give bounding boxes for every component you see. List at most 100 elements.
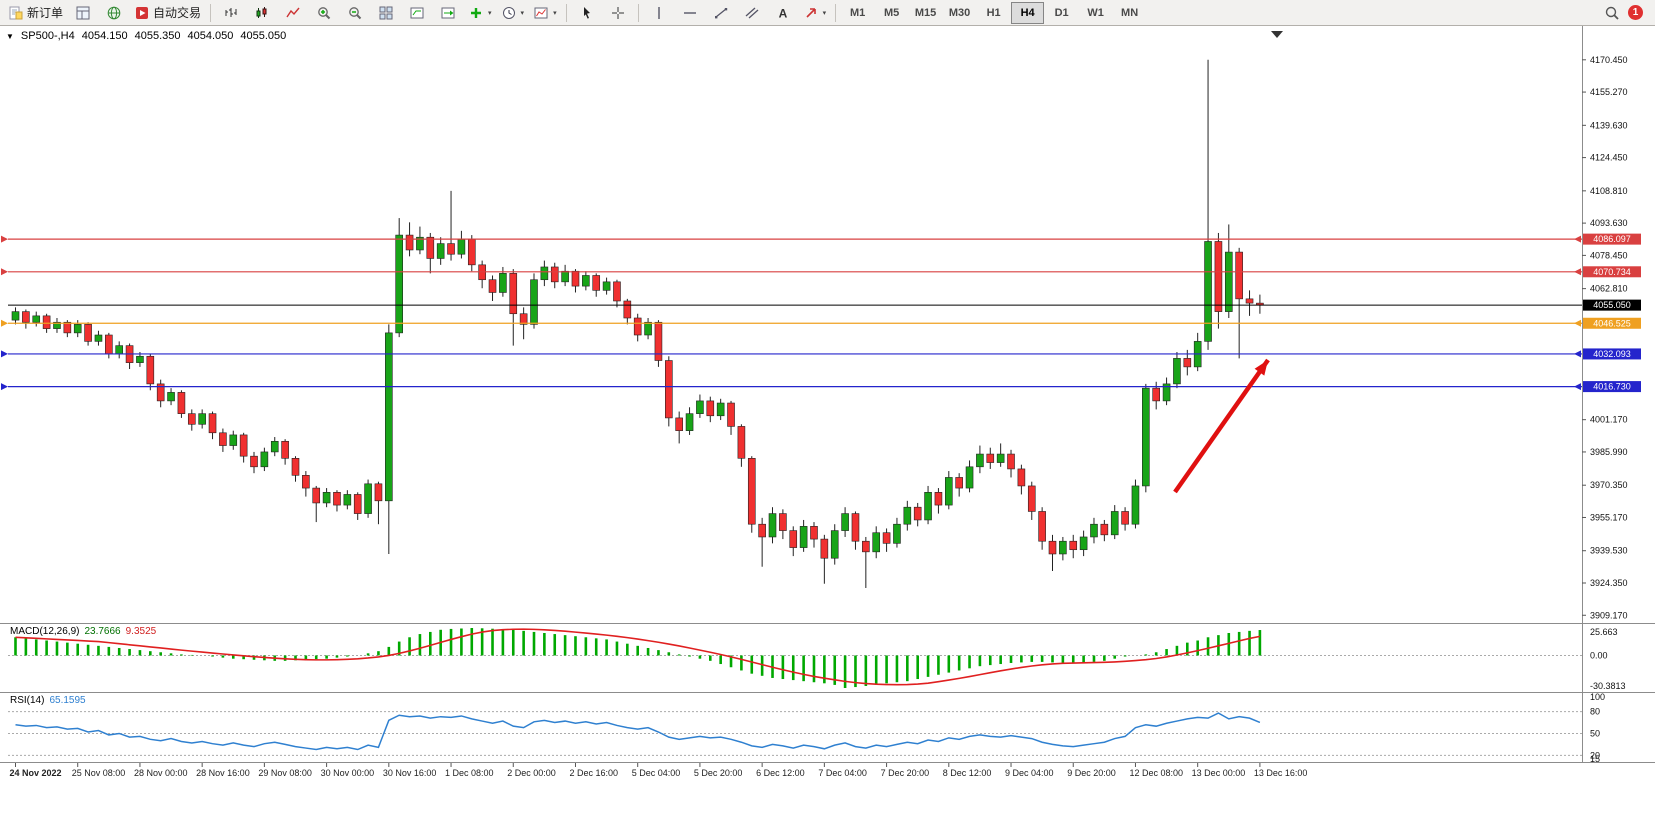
grid-panels-icon — [76, 6, 90, 19]
text-tool-button[interactable]: A — [768, 1, 798, 25]
main-chart[interactable]: 4170.450 4155.270 4139.630 4124.450 4108.810… — [0, 26, 1655, 827]
candle — [944, 471, 953, 510]
candle — [416, 226, 424, 255]
line-chart-icon — [286, 7, 300, 17]
add-indicator-button[interactable]: ▾ — [464, 1, 496, 25]
candle — [436, 237, 445, 265]
cursor-tool-button[interactable] — [572, 1, 602, 25]
candle — [530, 273, 538, 329]
svg-text:1 Dec 08:00: 1 Dec 08:00 — [445, 768, 494, 778]
horizontal-line-tool-button[interactable] — [675, 1, 705, 25]
svg-text:20: 20 — [1590, 750, 1600, 760]
svg-text:4062.810: 4062.810 — [1590, 284, 1628, 294]
zoom-out-button[interactable] — [340, 1, 370, 25]
low-value: 4054.050 — [187, 30, 234, 42]
new-order-button[interactable]: 新订单 — [4, 1, 67, 25]
candle — [198, 409, 206, 429]
arrows-tool-button[interactable]: ▾ — [799, 1, 831, 25]
time-axis[interactable]: 24 Nov 2022 25 Nov 08:00 28 Nov 00:00 28 No… — [10, 763, 1308, 778]
template-chart-icon — [534, 7, 548, 18]
candle — [623, 298, 632, 325]
vertical-line-tool-button[interactable] — [644, 1, 674, 25]
candle — [633, 313, 642, 342]
svg-text:9 Dec 04:00: 9 Dec 04:00 — [1005, 768, 1054, 778]
close-value: 4055.050 — [240, 30, 287, 42]
arrow-tool-icon — [806, 7, 816, 18]
candle — [187, 409, 196, 431]
trendline-tool-button[interactable] — [706, 1, 736, 25]
candle — [281, 439, 289, 465]
auto-scroll-button[interactable] — [433, 1, 463, 25]
text-tool-icon: A — [778, 6, 787, 20]
candle — [602, 277, 611, 295]
timeframe-m5-button[interactable]: M5 — [883, 6, 900, 19]
candle — [955, 473, 963, 497]
crosshair-tool-button[interactable] — [603, 1, 633, 25]
timeframe-m1-button[interactable]: M1 — [849, 6, 866, 19]
horizontal-line-icon — [683, 11, 696, 14]
candle — [716, 398, 725, 421]
chart-shift-marker[interactable] — [1271, 31, 1283, 38]
candle — [302, 471, 310, 497]
svg-text:12 Dec 08:00: 12 Dec 08:00 — [1129, 768, 1183, 778]
candle — [675, 411, 683, 444]
timeframe-mn-button[interactable]: MN — [1121, 6, 1139, 19]
price-tag — [1583, 317, 1641, 329]
candle — [84, 322, 92, 346]
svg-text:4046.525: 4046.525 — [1593, 318, 1631, 328]
timeframe-m15-button[interactable]: M15 — [914, 6, 937, 19]
candle — [768, 507, 777, 544]
notification-badge[interactable]: 1 — [1628, 5, 1643, 20]
candle — [737, 424, 746, 467]
cursor-icon — [583, 6, 590, 19]
periods-button[interactable]: ▾ — [497, 1, 529, 25]
price-tag — [1583, 299, 1641, 311]
candlestick-mode-button[interactable] — [247, 1, 277, 25]
tile-windows-button[interactable] — [371, 1, 401, 25]
candle — [685, 407, 694, 435]
autotrading-button[interactable]: 自动交易 — [130, 1, 205, 25]
line-right-marker — [1574, 383, 1581, 391]
timeframe-d1-button[interactable]: D1 — [1054, 6, 1069, 19]
search-button[interactable] — [1597, 1, 1627, 25]
chart-layouts-button[interactable] — [68, 1, 98, 25]
autotrading-icon — [136, 6, 149, 19]
timeframe-h1-button[interactable]: H1 — [986, 6, 1001, 19]
price-tag — [1583, 233, 1641, 245]
svg-text:3939.530: 3939.530 — [1590, 546, 1628, 556]
candle — [1069, 534, 1078, 559]
price-axis[interactable]: 4170.450 4155.270 4139.630 4124.450 4108.810… — [1582, 55, 1628, 620]
channel-tool-button[interactable] — [737, 1, 767, 25]
svg-text:30 Nov 00:00: 30 Nov 00:00 — [321, 768, 375, 778]
svg-text:6 Dec 12:00: 6 Dec 12:00 — [756, 768, 805, 778]
candle — [333, 490, 341, 512]
svg-text:5 Dec 04:00: 5 Dec 04:00 — [632, 768, 681, 778]
timeframe-m30-button[interactable]: M30 — [948, 6, 971, 19]
svg-text:4070.734: 4070.734 — [1593, 267, 1631, 277]
candles — [11, 59, 1264, 588]
svg-text:3909.170: 3909.170 — [1590, 610, 1628, 620]
candle — [1152, 381, 1160, 410]
zoom-in-button[interactable] — [309, 1, 339, 25]
svg-text:25 Nov 08:00: 25 Nov 08:00 — [72, 768, 126, 778]
oneclick-trading-collapse-icon[interactable]: ▼ — [6, 31, 14, 41]
timeframe-h4-button[interactable]: H4 — [1011, 1, 1045, 24]
toolbar-separator — [565, 3, 567, 22]
chart-shift-button[interactable] — [402, 1, 432, 25]
templates-button[interactable]: ▾ — [529, 1, 561, 25]
timeframe-w1-button[interactable]: W1 — [1087, 6, 1104, 19]
line-chart-mode-button[interactable] — [278, 1, 308, 25]
line-left-marker — [1, 268, 8, 276]
candle — [851, 511, 860, 550]
candle — [924, 485, 932, 525]
candle — [779, 509, 787, 540]
svg-text:2 Dec 00:00: 2 Dec 00:00 — [507, 768, 556, 778]
main-toolbar: 新订单 自动交易 — [0, 0, 1655, 26]
candle — [882, 528, 891, 552]
candle — [467, 235, 476, 272]
community-button[interactable] — [99, 1, 129, 25]
arrow-annotation[interactable] — [1173, 358, 1270, 494]
candle — [94, 330, 103, 346]
bar-chart-mode-button[interactable] — [216, 1, 246, 25]
